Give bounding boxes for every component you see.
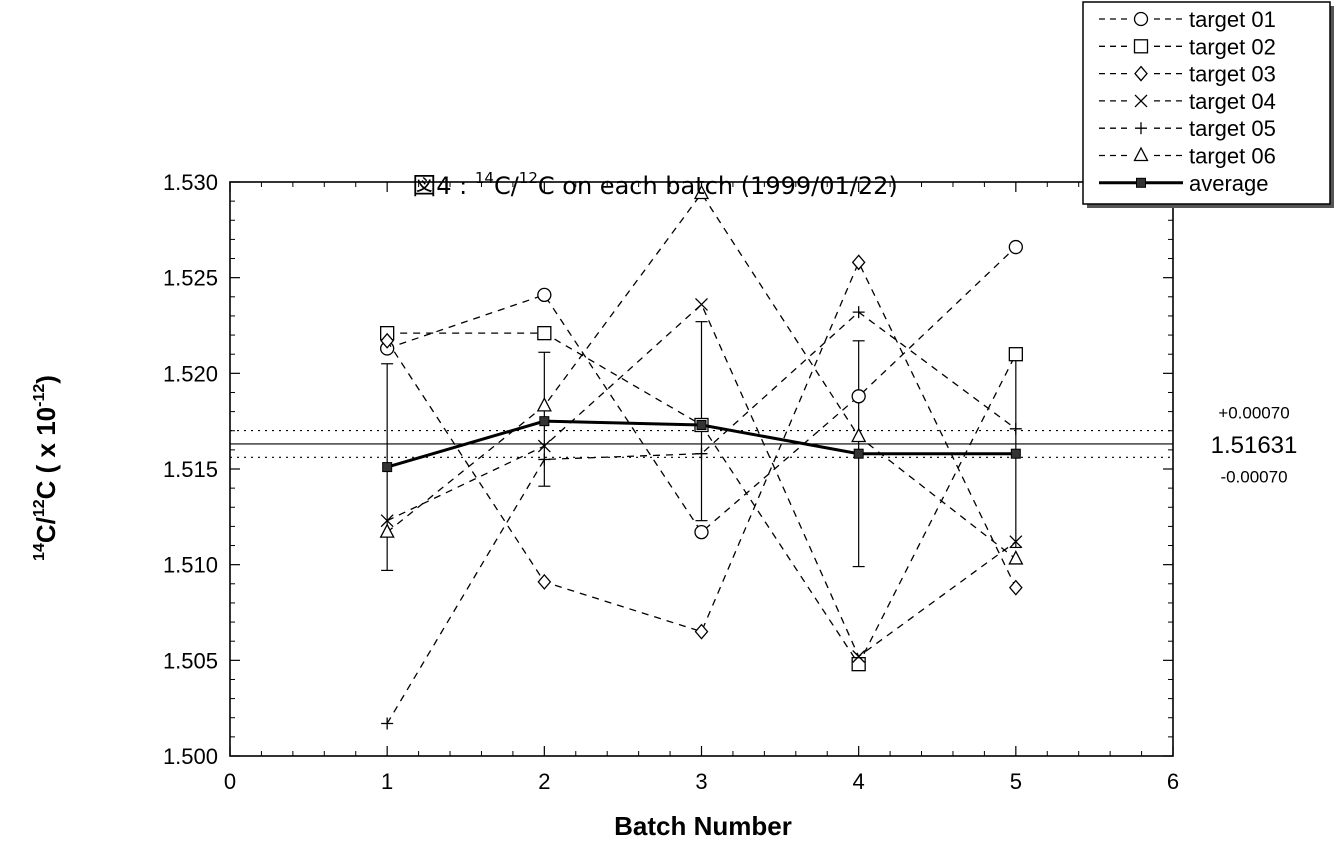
data-point-average	[539, 416, 550, 427]
data-point-target-03	[694, 623, 709, 640]
data-point-target-01	[694, 524, 709, 540]
data-point-target-01	[1008, 239, 1023, 255]
legend-marker-target-03	[1134, 65, 1148, 82]
x-tick-label: 4	[853, 769, 865, 794]
data-point-target-04	[380, 514, 394, 528]
lower-bound-label: -0.00070	[1220, 467, 1287, 486]
data-point-target-02	[851, 657, 866, 672]
legend-label-target-04: target 04	[1189, 89, 1276, 114]
data-point-average	[1010, 448, 1021, 459]
chart-title: 図4 : 14C/12C on each batch (1999/01/22)	[412, 169, 898, 200]
data-point-target-03	[380, 332, 395, 349]
y-tick-label: 1.530	[163, 170, 218, 195]
upper-bound-label: +0.00070	[1218, 404, 1289, 423]
series-line-target-01	[386, 246, 1017, 534]
data-point-target-03	[537, 573, 552, 590]
y-axis-title: 14C/12C ( x 10-12)	[31, 375, 61, 561]
reference-value-label: 1.51631	[1211, 432, 1298, 459]
data-point-target-04	[1009, 535, 1023, 549]
y-tick-label: 1.500	[163, 744, 218, 769]
legend-marker-target-04	[1134, 94, 1148, 108]
data-point-target-05	[538, 453, 551, 466]
legend-label-target-02: target 02	[1189, 34, 1276, 59]
x-tick-label: 6	[1167, 769, 1179, 794]
data-point-target-04	[852, 650, 866, 663]
x-tick-label: 5	[1010, 769, 1022, 794]
legend-box	[1082, 1, 1331, 205]
data-point-target-05	[695, 447, 708, 460]
data-point-target-04	[537, 439, 551, 453]
legend-label-target-05: target 05	[1189, 116, 1276, 141]
legend-label-average: average	[1189, 171, 1269, 196]
y-tick-label: 1.505	[163, 648, 218, 673]
data-point-target-05	[852, 306, 865, 319]
x-tick-label: 3	[695, 769, 707, 794]
legend-marker-target-06	[1133, 146, 1149, 162]
data-point-target-04	[695, 297, 708, 311]
x-axis-title: Batch Number	[614, 811, 792, 841]
data-point-average	[853, 448, 864, 459]
series-line-target-05	[386, 311, 1017, 724]
series-layer	[379, 184, 1024, 730]
y-tick-label: 1.525	[163, 266, 218, 291]
data-point-target-06	[379, 523, 395, 538]
data-point-target-05	[1009, 422, 1022, 435]
data-point-target-06	[693, 184, 710, 200]
legend-marker-average	[1136, 177, 1146, 188]
data-point-target-06	[536, 396, 552, 412]
data-point-average	[382, 462, 393, 473]
x-tick-label: 2	[538, 769, 550, 794]
data-point-target-03	[1008, 579, 1023, 596]
legend-marker-target-01	[1133, 11, 1149, 27]
y-tick-label: 1.510	[163, 553, 218, 578]
legend-label-target-03: target 03	[1189, 62, 1276, 87]
data-point-target-01	[851, 389, 866, 404]
legend-marker-target-02	[1133, 39, 1149, 54]
data-point-target-06	[1008, 550, 1024, 565]
legend-label-target-06: target 06	[1189, 144, 1276, 169]
x-tick-label: 1	[381, 769, 393, 794]
series-line-target-04	[386, 303, 1017, 658]
data-point-target-02	[537, 326, 552, 341]
y-tick-label: 1.520	[163, 361, 218, 386]
data-point-target-05	[381, 717, 394, 730]
legend-label-target-01: target 01	[1189, 7, 1276, 32]
data-point-target-01	[537, 287, 552, 303]
data-point-average	[696, 419, 707, 430]
axes: 0 1 2 3 4 5 6 1.500 1.505 1.510 1.515 1.520 1.525 1.5…	[163, 170, 1179, 794]
data-point-target-06	[851, 427, 867, 443]
y-tick-label: 1.515	[163, 457, 218, 482]
legend-marker-target-05	[1135, 122, 1147, 135]
data-point-target-02	[1008, 347, 1023, 362]
series-line-target-06	[386, 192, 1017, 560]
data-point-target-03	[851, 254, 866, 271]
x-tick-label: 0	[224, 769, 236, 794]
